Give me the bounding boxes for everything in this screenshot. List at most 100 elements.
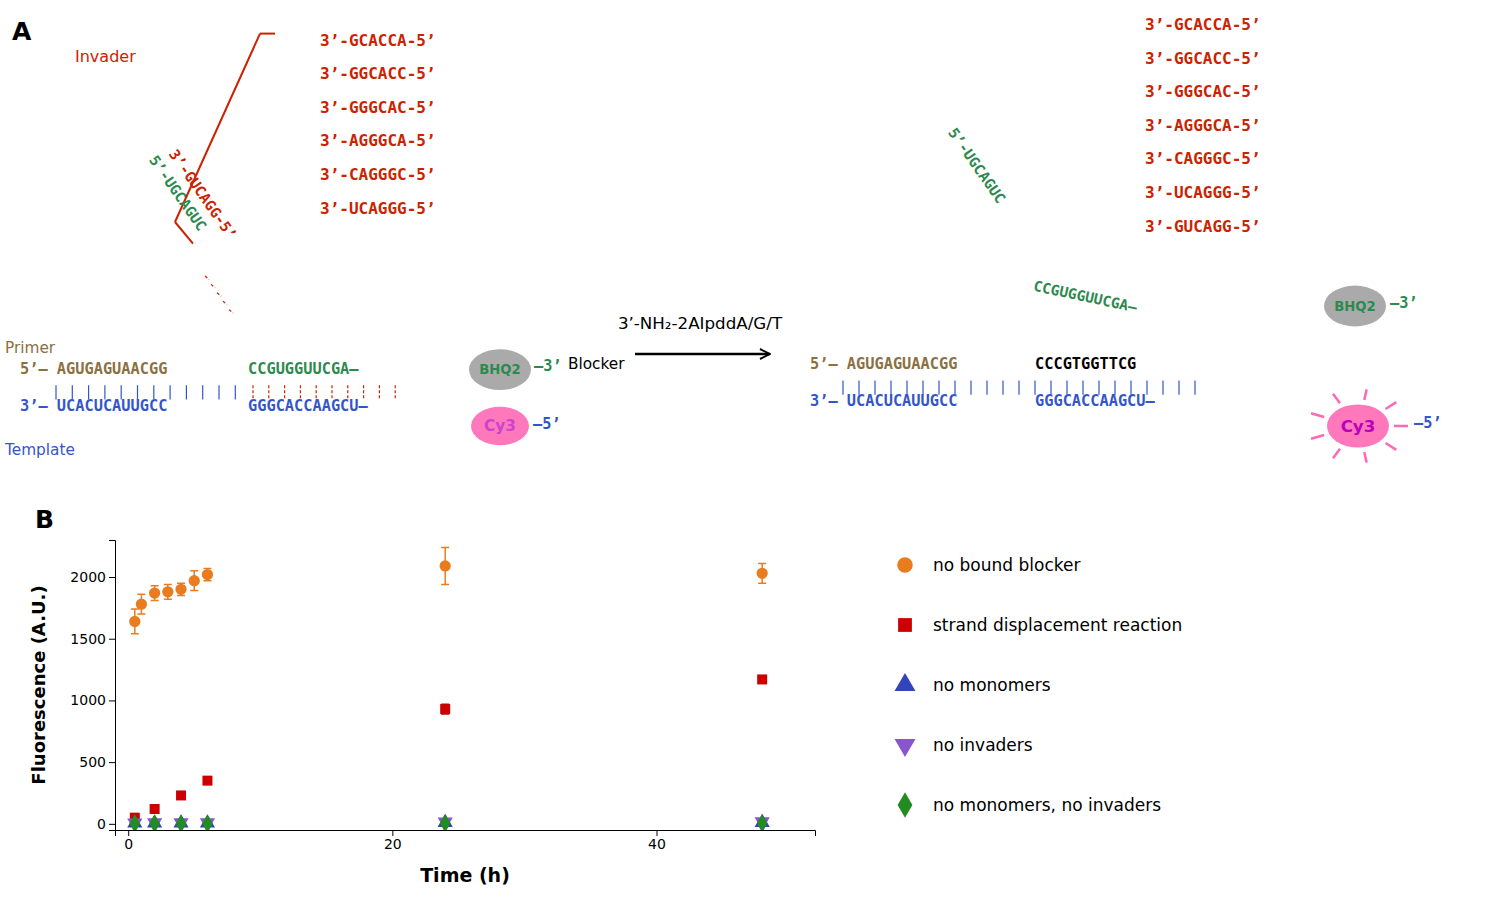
legend-label: no invaders (933, 735, 1033, 755)
annotation: Blocker (568, 355, 625, 373)
base-pair (170, 385, 171, 399)
annotation: BHQ2 (1334, 299, 1375, 314)
y-tick: 1000 (70, 692, 115, 708)
annotation: Template (4, 441, 75, 459)
legend-label: no monomers, no invaders (933, 795, 1161, 815)
annotation: 3’-NH₂-2AIpddA/G/T (618, 313, 783, 333)
series (129, 547, 768, 633)
legend-label: no monomers (933, 675, 1051, 695)
base-pair (218, 385, 219, 399)
y-tick-label: 1000 (70, 692, 106, 708)
base-pair (223, 301, 227, 304)
y-tick-mark (109, 824, 115, 825)
base-pair (211, 284, 215, 287)
point (162, 586, 173, 597)
annotation: CCCGTGGTTCG (1035, 355, 1136, 373)
x-tick-label: 40 (648, 836, 666, 852)
plot-area (127, 547, 770, 830)
y-tick: 500 (79, 754, 115, 770)
quencher (469, 349, 531, 390)
base-pair (1018, 380, 1019, 394)
y-tick-mark (109, 700, 115, 701)
panel-a (56, 34, 1408, 463)
annotation: GGGCACCAAGCU– (1035, 392, 1156, 410)
base-pair (205, 276, 209, 279)
point (440, 814, 451, 830)
legend-symbol (898, 792, 913, 818)
x-tick: 0 (124, 830, 133, 852)
point (176, 790, 186, 800)
annotation: Invader (75, 47, 136, 66)
base-pair (202, 385, 203, 399)
series (129, 814, 767, 830)
legend-symbol (898, 618, 912, 632)
annotation: Primer (5, 339, 56, 357)
legend-symbol (897, 557, 913, 573)
point (149, 814, 160, 830)
point (150, 804, 160, 814)
glow-ray (1364, 389, 1366, 400)
point (175, 584, 186, 595)
legend-label: no bound blocker (933, 555, 1080, 575)
point (757, 814, 768, 830)
point (129, 814, 140, 830)
glow-ray (1311, 413, 1324, 417)
base-pair (217, 293, 221, 296)
point (202, 814, 213, 830)
annotation: 3’– UCACUCAUUGCC (20, 397, 167, 415)
base-pair (1162, 380, 1163, 394)
annotation: 3’-UCAGGG-5’ (1145, 183, 1261, 202)
y-tick-label: 0 (97, 816, 106, 832)
point (202, 776, 212, 786)
base-pair (970, 380, 971, 394)
annotation: 3’-GCACCA-5’ (320, 31, 436, 50)
y-axis: 0 500 1000 1500 2000 (70, 541, 115, 832)
annotation: 3’-GUCAGG-5’ (166, 146, 240, 242)
annotation: CCGUGGUUCGA– (1032, 277, 1139, 316)
y-tick: 1500 (70, 631, 115, 647)
annotation: –3’ (1390, 294, 1418, 312)
glow-ray (1333, 449, 1340, 458)
y-tick-mark (109, 577, 115, 578)
annotation: 3’-GGCACC-5’ (1145, 49, 1261, 68)
point (440, 560, 451, 571)
annotation: B (35, 505, 54, 534)
y-tick: 2000 (70, 569, 115, 585)
annotation: 3’-GGGCAC-5’ (320, 98, 436, 117)
annotation: 3’-GGGCAC-5’ (1145, 82, 1261, 101)
annotation: 5’– AGUGAGUAACGG (810, 355, 957, 373)
y-tick: 0 (97, 816, 115, 832)
annotation: 3’– UCACUCAUUGCC (810, 392, 957, 410)
x-tick-label: 0 (124, 836, 133, 852)
y-tick-label: 2000 (70, 569, 106, 585)
figure: 020400500100015002000AInvader3’-GCACCA-5… (0, 0, 1500, 900)
annotation: 3’-AGGGCA-5’ (320, 131, 436, 150)
y-axis-title: Fluorescence (A.U.) (28, 585, 49, 784)
y-tick-label: 500 (79, 754, 106, 770)
base-pair (186, 385, 187, 399)
annotation: BHQ2 (479, 362, 520, 377)
annotation: 3’-AGGGCA-5’ (1145, 116, 1261, 135)
glow-ray (1394, 425, 1408, 428)
legend: no bound blockerstrand displacement reac… (895, 555, 1183, 818)
fluorophore (471, 407, 529, 445)
x-tick-label: 20 (384, 836, 402, 852)
annotation: 3’-GCACCA-5’ (1145, 15, 1261, 34)
base-pair (229, 310, 233, 313)
base-pair (1002, 380, 1003, 394)
glow-ray (1364, 452, 1366, 463)
annotation: –3’ (534, 357, 562, 375)
annotation: 3’-GUCAGG-5’ (1145, 217, 1261, 236)
point (149, 587, 160, 598)
glow-ray (1386, 443, 1397, 450)
base-pair (235, 385, 236, 399)
x-axis-line (116, 831, 816, 837)
bracket (175, 222, 193, 244)
annotation: 3’-UCAGGG-5’ (320, 199, 436, 218)
y-tick-mark (109, 639, 115, 640)
base-pair (379, 385, 380, 399)
point (440, 704, 450, 714)
base-pair (1194, 380, 1195, 394)
annotation: 3’-GGCACC-5’ (320, 64, 436, 83)
legend-symbol (895, 739, 916, 757)
